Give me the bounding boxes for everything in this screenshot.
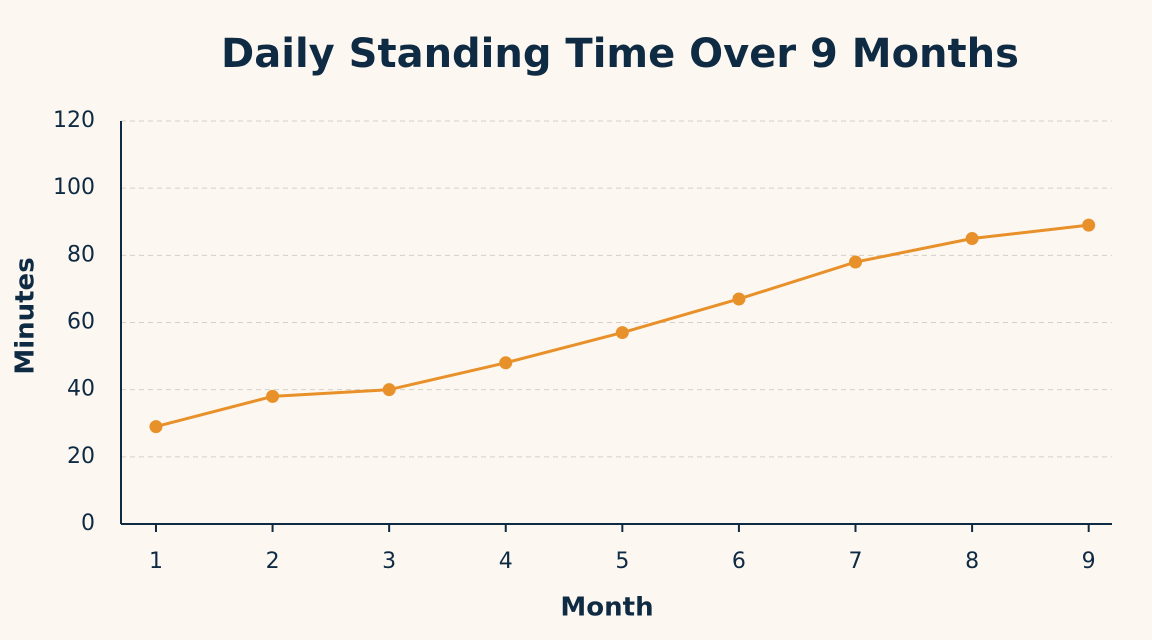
y-tick-label: 120 xyxy=(53,108,95,133)
data-point xyxy=(1082,218,1096,232)
y-tick-label: 60 xyxy=(67,310,95,335)
data-point xyxy=(732,292,746,306)
x-tick-label: 4 xyxy=(499,549,513,574)
x-tick-label: 5 xyxy=(615,549,629,574)
x-tick-label: 1 xyxy=(149,549,163,574)
y-tick-label: 80 xyxy=(67,242,95,267)
x-tick-label: 6 xyxy=(732,549,746,574)
y-axis-label: Minutes xyxy=(11,257,41,374)
data-point xyxy=(849,255,863,269)
y-tick-label: 40 xyxy=(67,377,95,402)
chart-title: Daily Standing Time Over 9 Months xyxy=(221,31,1019,77)
y-tick-label: 100 xyxy=(53,175,95,200)
x-tick-label: 7 xyxy=(849,549,863,574)
x-tick-label: 9 xyxy=(1082,549,1096,574)
data-point xyxy=(615,326,629,340)
x-axis-label: Month xyxy=(560,593,653,623)
data-point xyxy=(149,420,163,434)
x-tick-label: 2 xyxy=(266,549,280,574)
data-point xyxy=(965,232,979,246)
x-tick-label: 8 xyxy=(965,549,979,574)
data-point xyxy=(499,356,513,370)
y-tick-label: 20 xyxy=(67,444,95,469)
x-tick-label: 3 xyxy=(382,549,396,574)
data-point xyxy=(382,383,396,397)
y-tick-label: 0 xyxy=(81,511,95,536)
data-point xyxy=(266,389,280,403)
